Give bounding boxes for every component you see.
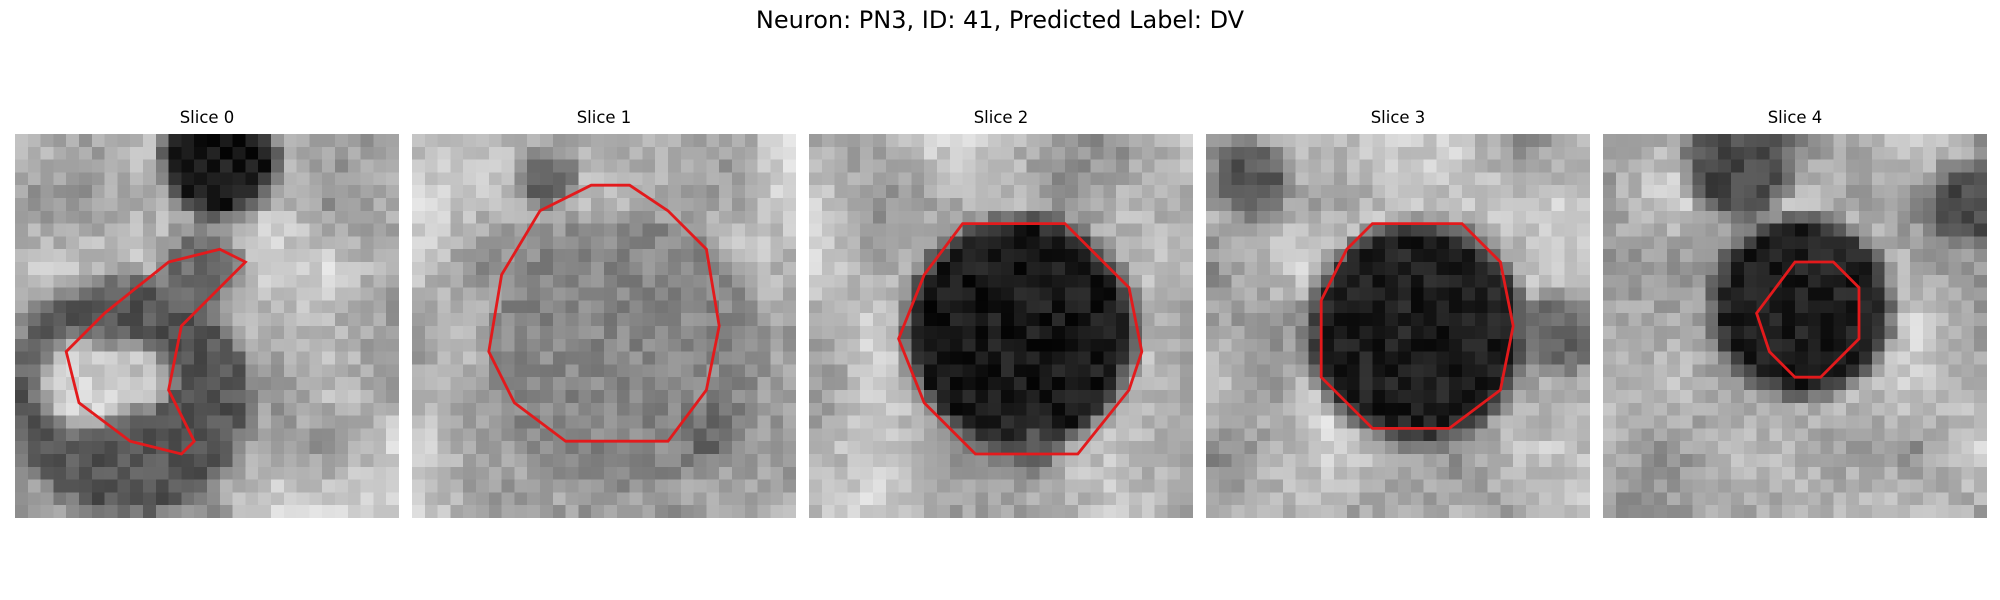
slice-contour-4	[1755, 260, 1861, 379]
contour-outline-3	[1319, 222, 1515, 430]
contour-outline-0	[64, 247, 248, 456]
slice-contour-1	[487, 183, 721, 443]
slice-image-0	[15, 134, 399, 518]
slice-image-4	[1603, 134, 1987, 518]
contour-outline-4	[1755, 260, 1861, 379]
slice-image-1	[412, 134, 796, 518]
slice-title-3: Slice 3	[1370, 108, 1426, 127]
slice-contour-3	[1319, 222, 1515, 430]
contour-outline-2	[897, 222, 1144, 456]
slice-title-0: Slice 0	[179, 108, 235, 127]
slice-contour-0	[64, 247, 248, 456]
contour-outline-1	[487, 183, 721, 443]
figure-title: Neuron: PN3, ID: 41, Predicted Label: DV	[755, 6, 1245, 34]
slice-image-3	[1206, 134, 1590, 518]
slice-title-4: Slice 4	[1767, 108, 1823, 127]
slice-contour-2	[897, 222, 1144, 456]
slice-title-1: Slice 1	[576, 108, 632, 127]
slice-title-2: Slice 2	[973, 108, 1029, 127]
